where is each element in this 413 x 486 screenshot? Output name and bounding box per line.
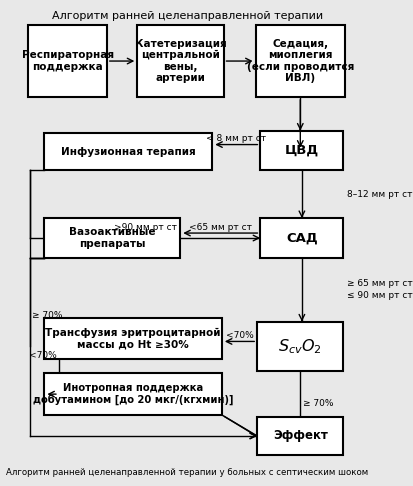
Text: Седация,
миоплегия
(если проводится
ИВЛ): Седация, миоплегия (если проводится ИВЛ) xyxy=(246,39,353,84)
Text: Вазоактивные
препараты: Вазоактивные препараты xyxy=(69,227,155,249)
Bar xyxy=(44,317,221,359)
Text: Трансфузия эритроцитарной
массы до Ht ≥30%: Трансфузия эритроцитарной массы до Ht ≥3… xyxy=(45,328,221,349)
Text: Алгоритм ранней целенаправленной терапии: Алгоритм ранней целенаправленной терапии xyxy=(52,11,323,21)
Text: Респираторная
поддержка: Респираторная поддержка xyxy=(21,50,114,72)
Text: < 8 мм рт ст: < 8 мм рт ст xyxy=(206,134,266,143)
Text: <70%: <70% xyxy=(28,351,56,360)
Bar xyxy=(255,25,344,97)
Text: САД: САД xyxy=(285,231,317,244)
Text: ЦВД: ЦВД xyxy=(284,144,318,157)
Text: ≥ 70%: ≥ 70% xyxy=(32,311,62,320)
Text: >90 мм рт ст: >90 мм рт ст xyxy=(114,223,176,232)
Bar xyxy=(260,131,343,171)
Text: <65 мм рт ст: <65 мм рт ст xyxy=(188,223,251,232)
Text: $S_{cv}O_2$: $S_{cv}O_2$ xyxy=(278,337,321,356)
Text: Катетеризация
центральной
вены,
артерии: Катетеризация центральной вены, артерии xyxy=(134,38,226,84)
Text: Эффект: Эффект xyxy=(272,430,327,442)
Text: Инотропная поддержка
добутамином [до 20 мкг/(кгхмин)]: Инотропная поддержка добутамином [до 20 … xyxy=(33,383,233,405)
Bar xyxy=(256,322,343,371)
Text: ≥ 65 мм рт ст: ≥ 65 мм рт ст xyxy=(346,279,411,288)
Bar xyxy=(28,25,107,97)
Bar xyxy=(44,218,180,258)
Text: ≤ 90 мм рт ст: ≤ 90 мм рт ст xyxy=(346,291,411,300)
Bar xyxy=(44,133,212,171)
Bar xyxy=(260,218,343,258)
Bar xyxy=(44,373,221,415)
Bar xyxy=(137,25,223,97)
Text: <70%: <70% xyxy=(225,331,253,340)
Text: Инфузионная терапия: Инфузионная терапия xyxy=(61,146,195,156)
Text: ≥ 70%: ≥ 70% xyxy=(303,399,333,408)
Text: 8–12 мм рт ст: 8–12 мм рт ст xyxy=(346,190,411,199)
Text: Алгоритм ранней целенаправленной терапии у больных с септическим шоком: Алгоритм ранней целенаправленной терапии… xyxy=(7,468,368,477)
Bar xyxy=(256,417,343,455)
